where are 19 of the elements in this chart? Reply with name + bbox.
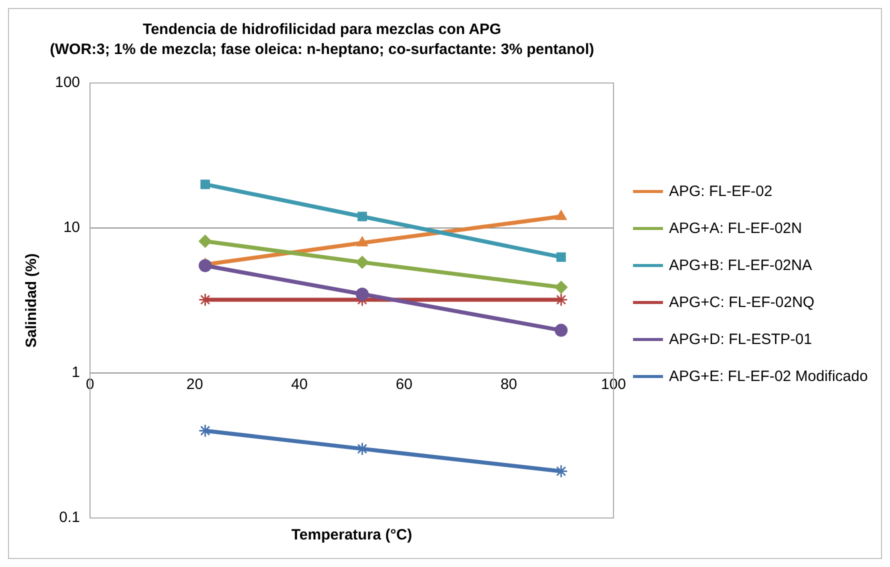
x-tick-label: 80: [500, 376, 518, 394]
x-tick-label: 40: [291, 376, 308, 394]
y-tick-label: 1: [72, 364, 80, 382]
y-tick-label: 10: [63, 219, 80, 236]
legend-label: APG+A: FL-EF-02N: [669, 220, 802, 236]
y-tick-label: 0.1: [59, 509, 80, 526]
x-tick-label: 20: [186, 376, 204, 394]
legend-label: APG+B: FL-EF-02NA: [669, 256, 812, 274]
x-axis-title: Temperatura (°C): [291, 526, 412, 544]
x-tick-label: 100: [600, 376, 626, 394]
x-tick-label: 60: [396, 376, 412, 394]
y-tick-label: 100: [54, 74, 80, 92]
legend-label: APG: FL-EF-02: [669, 182, 772, 200]
chart-subtitle: (WOR:3; 1% de mezcla; fase oleica: n-heptano; co-surfactante: 3% pentanol): [50, 41, 594, 58]
chart-title: Tendencia de hidrofilicidad para mezclas con APG: [142, 21, 502, 38]
legend-label: APG+E: FL-EF-02 Modificado: [669, 368, 868, 384]
y-axis-title: Salinidad (%): [23, 253, 40, 348]
legend-label: APG+C: FL-EF-02NQ: [669, 294, 814, 310]
legend-label: APG+D: FL-ESTP-01: [669, 330, 812, 348]
